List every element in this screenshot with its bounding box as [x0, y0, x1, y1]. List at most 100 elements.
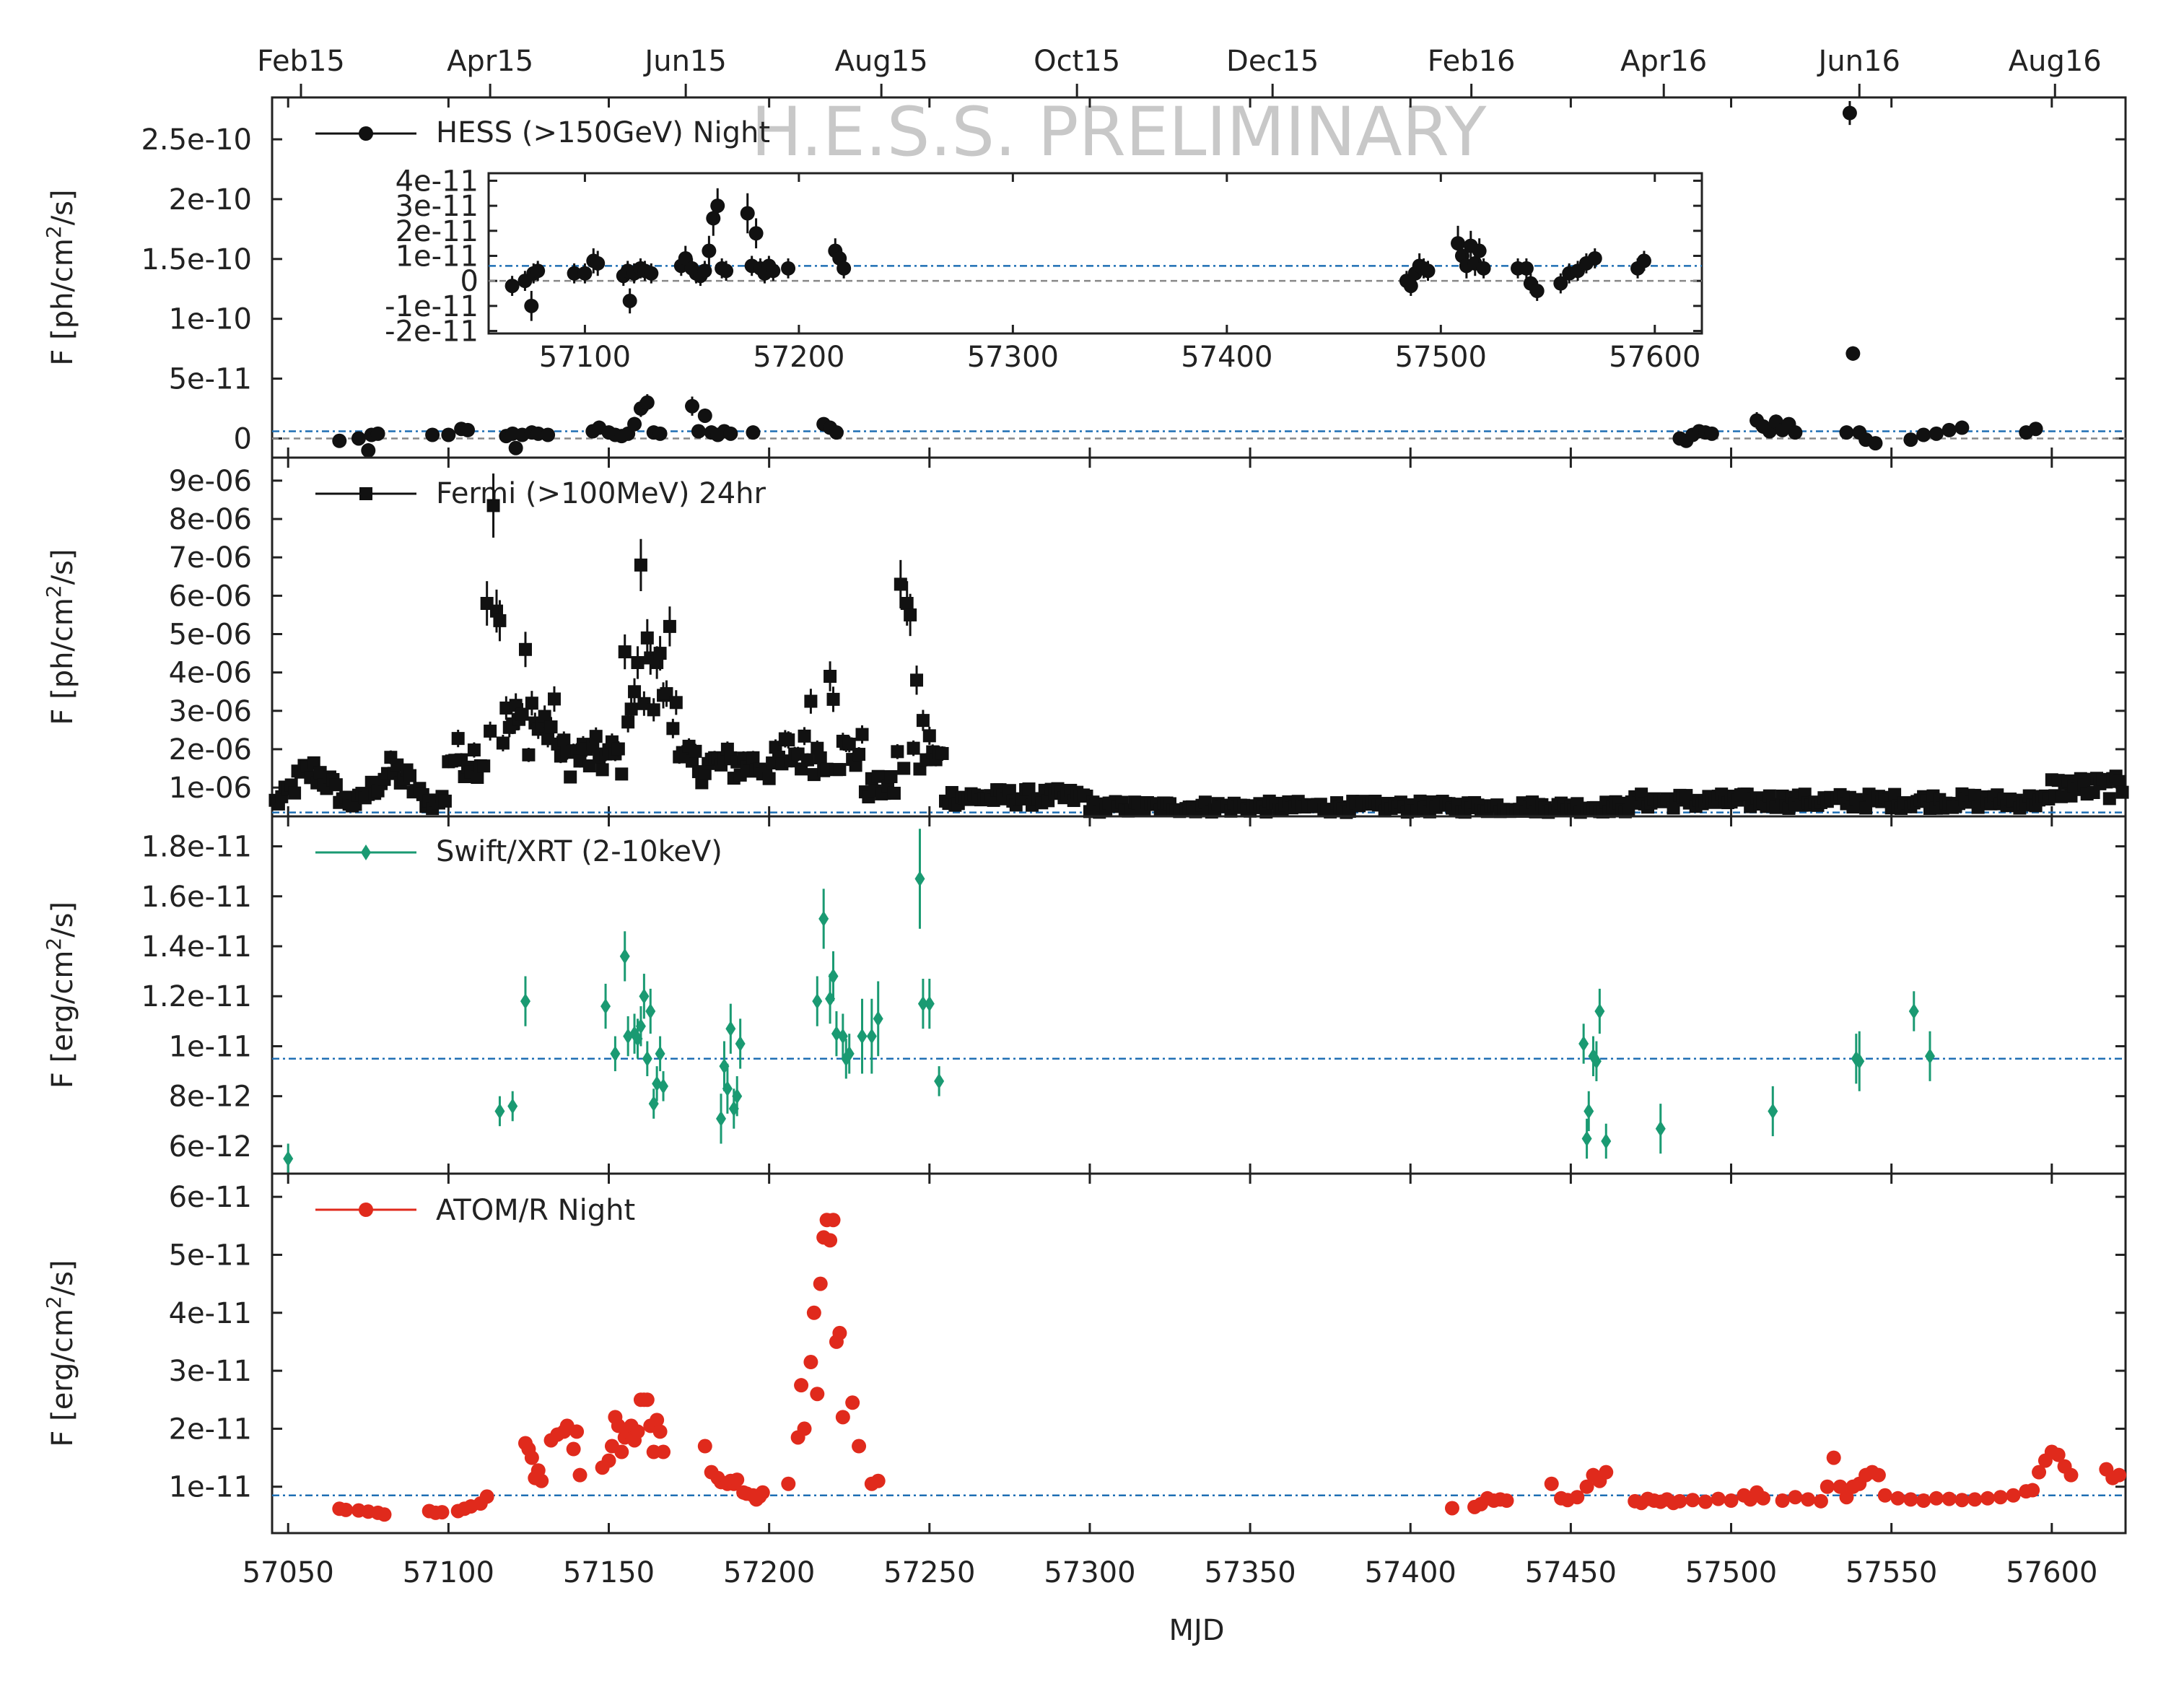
data-point — [635, 1018, 646, 1034]
inset-data-point — [504, 279, 520, 294]
data-point — [794, 1378, 809, 1393]
x-axis-label: MJD — [1169, 1614, 1224, 1647]
data-point — [1444, 1501, 1459, 1516]
data-point — [1601, 1133, 1612, 1149]
data-point — [900, 596, 914, 610]
data-point — [634, 558, 647, 572]
data-point — [631, 655, 645, 669]
data-point — [894, 577, 907, 591]
data-point — [569, 1424, 585, 1439]
data-point — [1839, 1490, 1854, 1505]
y-tick-label: 8e-06 — [169, 503, 252, 536]
data-point — [755, 1485, 770, 1500]
inset-data-point — [781, 261, 796, 276]
data-point — [1768, 1103, 1778, 1120]
inset-data-point — [1553, 276, 1568, 291]
data-point — [547, 692, 561, 706]
inset-data-point — [837, 261, 852, 276]
y-tick-label: 1.8e-11 — [141, 831, 252, 864]
inset-y-tick-label: 3e-11 — [396, 190, 479, 223]
data-point — [1842, 105, 1857, 121]
data-point — [1724, 1493, 1739, 1509]
data-point — [1801, 1492, 1816, 1507]
inset-data-point — [1476, 261, 1491, 276]
legend-xrt-text: Swift/XRT (2-10keV) — [436, 835, 722, 868]
data-point — [1755, 1491, 1770, 1506]
data-point — [621, 715, 635, 729]
y-tick-label: 1e-11 — [169, 1030, 252, 1063]
x-tick-label: 57550 — [1846, 1556, 1937, 1589]
data-point — [1579, 1479, 1594, 1494]
data-point — [425, 427, 440, 442]
legend-marker — [361, 844, 371, 860]
data-point — [798, 729, 811, 743]
data-point — [762, 772, 776, 785]
x-tick-label: 57050 — [243, 1556, 334, 1589]
data-point — [601, 1453, 616, 1468]
data-point — [1594, 1003, 1605, 1019]
legend-atom-text: ATOM/R Night — [436, 1194, 635, 1227]
data-point — [630, 1424, 645, 1439]
data-point — [652, 1424, 668, 1439]
data-point — [1499, 1493, 1514, 1509]
data-point — [1591, 1053, 1602, 1070]
data-point — [884, 770, 898, 784]
data-point — [2050, 1447, 2066, 1462]
data-point — [541, 427, 556, 442]
data-point — [1908, 1003, 1919, 1019]
data-point — [730, 1472, 745, 1488]
data-point — [524, 1450, 539, 1465]
data-point — [870, 1473, 886, 1488]
data-point — [471, 770, 484, 784]
data-point — [922, 729, 936, 743]
data-point — [467, 743, 481, 757]
data-point — [685, 398, 700, 414]
data-point — [544, 720, 558, 734]
data-point — [525, 697, 538, 710]
data-point — [1890, 1491, 1905, 1506]
top-axis-label: Feb15 — [257, 45, 345, 78]
y-tick-label: 1e-10 — [169, 303, 252, 336]
data-point — [746, 425, 761, 440]
data-point — [842, 738, 856, 751]
data-point — [716, 1110, 727, 1127]
data-point — [1941, 422, 1957, 437]
data-point — [1578, 1036, 1589, 1052]
data-point — [1599, 1465, 1614, 1480]
inset-y-tick-label: 4e-11 — [396, 165, 479, 198]
data-point — [2113, 774, 2126, 788]
data-point — [1839, 425, 1854, 440]
y-tick-label: 9e-06 — [169, 465, 252, 498]
data-point — [910, 673, 924, 687]
data-point — [627, 416, 642, 432]
data-point — [697, 1439, 712, 1454]
data-point — [1672, 1493, 1687, 1509]
data-point — [2025, 1483, 2040, 1498]
inset-data-point — [524, 298, 539, 313]
data-point — [338, 1502, 354, 1517]
inset-data-point — [748, 226, 764, 241]
inset-data-point — [710, 198, 725, 214]
data-point — [1826, 1450, 1841, 1465]
inset-x-tick-label: 57400 — [1181, 341, 1272, 374]
data-point — [782, 733, 795, 747]
inset-data-point — [577, 266, 593, 281]
data-point — [1820, 1479, 1835, 1494]
y-tick-label: 6e-06 — [169, 580, 252, 613]
data-point — [746, 751, 760, 764]
data-point — [1775, 1493, 1790, 1509]
data-point — [484, 724, 497, 738]
panel-hess: 0 5e-11 1e-10 1.5e-10 2e-10 2.5e-10 F [ph/cm2/… — [42, 96, 2127, 459]
x-tick-label: 57200 — [723, 1556, 815, 1589]
data-point — [697, 408, 712, 423]
y-tick-label: 1e-11 — [169, 1471, 252, 1504]
inset-data-point — [590, 256, 606, 271]
data-point — [655, 1045, 665, 1062]
data-point — [1941, 1491, 1957, 1506]
data-point — [844, 1045, 855, 1062]
y-tick-label: 6e-12 — [169, 1130, 252, 1164]
data-point — [857, 1028, 868, 1044]
inset-data-point — [697, 263, 712, 279]
data-point — [518, 642, 532, 656]
data-point — [924, 995, 935, 1012]
